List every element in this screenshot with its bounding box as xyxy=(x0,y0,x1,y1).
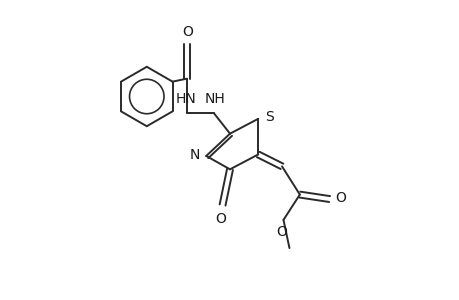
Text: O: O xyxy=(276,225,287,239)
Text: N: N xyxy=(189,148,199,162)
Text: O: O xyxy=(182,25,192,39)
Text: HN: HN xyxy=(175,92,196,106)
Text: S: S xyxy=(264,110,273,124)
Text: O: O xyxy=(215,212,226,226)
Text: O: O xyxy=(334,190,345,205)
Text: NH: NH xyxy=(204,92,225,106)
